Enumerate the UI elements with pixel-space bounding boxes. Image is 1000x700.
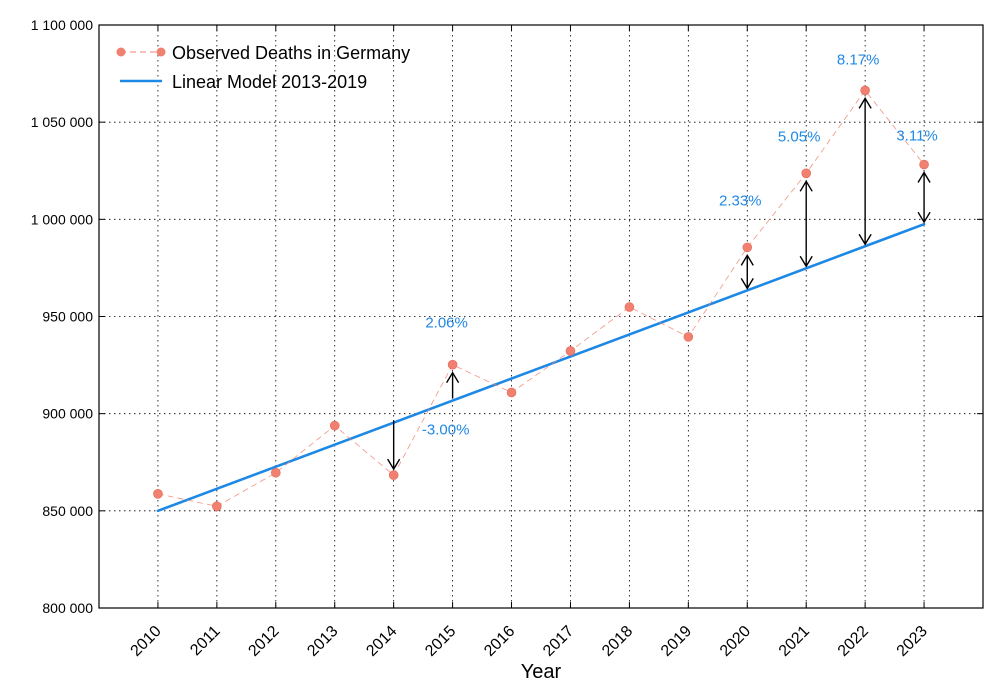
arrow-head xyxy=(740,254,754,266)
arrow-head xyxy=(387,458,401,471)
x-tick-label: 2011 xyxy=(187,623,223,659)
legend-model-label: Linear Model 2013-2019 xyxy=(172,72,367,92)
arrow-head xyxy=(917,171,931,183)
grid xyxy=(99,25,983,608)
observed-point xyxy=(212,501,222,512)
arrow-head xyxy=(858,233,872,246)
x-tick-label: 2023 xyxy=(894,623,931,660)
arrow-head xyxy=(799,179,813,192)
arrow-head xyxy=(740,277,754,290)
annotation-label: 2.33% xyxy=(719,192,762,209)
legend-observed-label: Observed Deaths in Germany xyxy=(172,43,410,63)
x-tick-label: 2015 xyxy=(422,623,459,660)
legend-observed-marker xyxy=(116,47,126,57)
y-tick-label: 900 000 xyxy=(42,406,93,422)
x-axis-label: Year xyxy=(521,661,562,683)
observed-point xyxy=(447,359,458,370)
annotation-label: 2.06% xyxy=(425,315,468,332)
annotation-label: 3.11% xyxy=(896,128,937,145)
observed-point xyxy=(329,420,340,431)
observed-point xyxy=(801,168,812,179)
x-tick-label: 2021 xyxy=(776,623,813,660)
x-tick-label: 2012 xyxy=(245,623,282,660)
x-tick-label: 2018 xyxy=(599,623,636,660)
arrow-head xyxy=(858,97,872,109)
observed-point xyxy=(270,467,281,478)
y-tick-label: 1 000 000 xyxy=(31,211,93,227)
annotation-label: 8.17% xyxy=(837,51,880,68)
annotation-labels: -3.00% 2.06% 2.33% 5.05% 8.17% 3.11% xyxy=(422,51,938,438)
y-tick-label: 800 000 xyxy=(42,600,93,616)
legend-observed-marker xyxy=(156,47,166,57)
observed-point xyxy=(388,470,399,480)
observed-series xyxy=(153,85,929,512)
plot-frame xyxy=(98,24,984,609)
arrow-head xyxy=(799,255,813,268)
observed-point xyxy=(624,302,635,312)
observed-line xyxy=(157,89,925,507)
legend: Observed Deaths in Germany Linear Model … xyxy=(116,43,410,92)
annotation-label: 5.05% xyxy=(778,128,821,145)
arrow-head xyxy=(917,211,931,224)
observed-point xyxy=(742,242,753,253)
x-tick-label: 2020 xyxy=(717,623,754,660)
y-tick-label: 850 000 xyxy=(42,503,93,519)
observed-point xyxy=(919,159,929,170)
linear-model-line xyxy=(156,222,926,513)
observed-point xyxy=(506,387,517,398)
x-tick-label: 2017 xyxy=(540,623,577,660)
x-tick-label: 2014 xyxy=(363,623,400,660)
y-tick-label: 1 050 000 xyxy=(31,114,93,130)
x-tick-label: 2022 xyxy=(835,623,872,660)
observed-point xyxy=(683,332,694,342)
observed-point xyxy=(153,488,163,499)
observed-point xyxy=(860,85,870,96)
x-tick-label: 2013 xyxy=(304,623,341,660)
x-tick-label: 2019 xyxy=(658,623,695,660)
linear-model-series xyxy=(156,222,926,513)
arrow-head xyxy=(445,371,460,384)
x-tick-label: 2010 xyxy=(128,623,165,660)
observed-point xyxy=(565,346,576,356)
axes: 800 000 850 000 900 000 950 000 1 000 000 1 0… xyxy=(31,17,983,660)
deviation-arrows xyxy=(387,97,931,471)
x-tick-label: 2016 xyxy=(481,623,518,660)
y-tick-label: 1 100 000 xyxy=(31,17,93,33)
y-tick-label: 950 000 xyxy=(42,309,93,325)
annotation-label: -3.00% xyxy=(422,422,470,439)
